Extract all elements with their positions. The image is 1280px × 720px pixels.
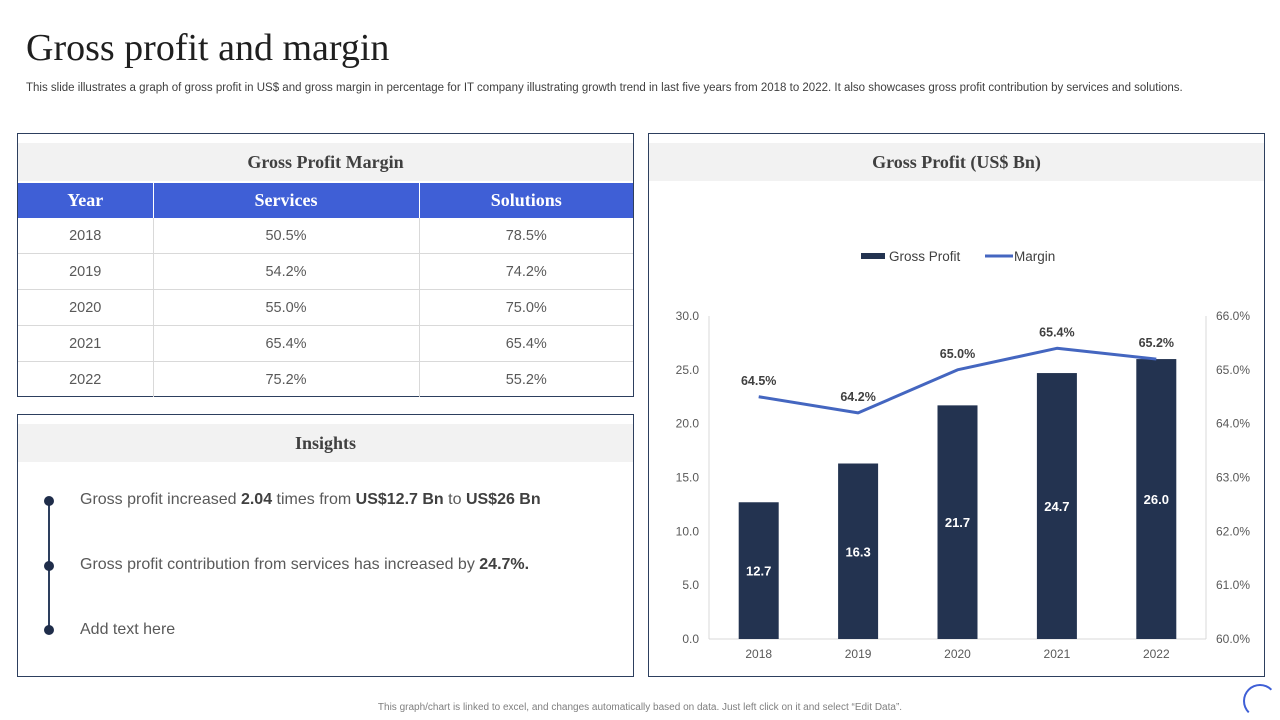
chart-plot-area: 0.0 5.0 10.0 15.0 20.0 25.0 30.0 60.0% 61.0% 62.0… — [676, 309, 1251, 661]
y-right-tick-label: 62.0% — [1216, 524, 1250, 538]
legend-label-margin: Margin — [1014, 249, 1055, 264]
bar-gross-profit — [1036, 373, 1077, 639]
cell-solutions: 78.5% — [419, 218, 633, 254]
insight-text: Gross profit increased — [80, 491, 241, 508]
line-data-label: 64.5% — [741, 374, 776, 388]
cell-services: 55.0% — [153, 289, 420, 326]
header-services: Services — [153, 183, 420, 218]
insight-text: Add text here — [80, 621, 176, 638]
gross-profit-chart: Gross Profit Margin 0.0 5.0 10.0 15.0 20.0 25… — [676, 249, 1251, 661]
table-row: 2021 65.4% 65.4% — [18, 325, 633, 362]
insights-panel-title: Insights — [18, 424, 633, 462]
margin-panel-title: Gross Profit Margin — [18, 143, 633, 181]
insight-highlight: US$12.7 Bn — [355, 491, 444, 508]
y-right-tick-label: 64.0% — [1216, 417, 1250, 431]
cell-services: 54.2% — [153, 253, 420, 290]
table-row: 2020 55.0% 75.0% — [18, 289, 633, 326]
gross-profit-chart-panel: Gross Profit (US$ Bn) Gross Profit Margi… — [648, 133, 1265, 677]
x-tick-label: 2018 — [745, 647, 772, 661]
insight-item: Add text here — [80, 621, 175, 639]
cell-services: 65.4% — [153, 325, 420, 362]
bar-gross-profit — [738, 502, 779, 639]
cell-year: 2019 — [18, 253, 154, 290]
page-title: Gross profit and margin — [26, 27, 390, 69]
timeline-dot — [44, 625, 54, 635]
bar-data-label: 12.7 — [746, 564, 771, 579]
cell-year: 2021 — [18, 325, 154, 362]
table-row: 2019 54.2% 74.2% — [18, 253, 633, 290]
y-left-tick-label: 5.0 — [682, 578, 699, 592]
cell-solutions: 74.2% — [419, 253, 633, 290]
bar-gross-profit — [1136, 359, 1177, 639]
insight-highlight: 24.7%. — [479, 556, 530, 573]
table-row: 2018 50.5% 78.5% — [18, 218, 633, 254]
insights-panel: Insights Gross profit increased 2.04 tim… — [17, 414, 634, 677]
y-left-tick-label: 15.0 — [676, 471, 700, 485]
timeline-dot — [44, 561, 54, 571]
margin-table-header-row: Year Services Solutions — [18, 183, 633, 218]
decorative-ring — [1243, 684, 1277, 718]
y-right-tick-label: 61.0% — [1216, 578, 1250, 592]
insight-item: Gross profit increased 2.04 times from U… — [80, 491, 541, 509]
line-data-label: 65.2% — [1139, 336, 1174, 350]
bar-gross-profit — [838, 463, 879, 639]
bar-gross-profit — [937, 405, 978, 639]
y-left-tick-label: 25.0 — [676, 363, 700, 377]
cell-solutions: 65.4% — [419, 325, 633, 362]
y-right-tick-label: 60.0% — [1216, 632, 1250, 646]
insight-highlight: US$26 Bn — [465, 491, 541, 508]
timeline-dot — [44, 496, 54, 506]
cell-solutions: 55.2% — [505, 371, 547, 388]
cell-year: 2020 — [18, 289, 154, 326]
chart-title: Gross Profit (US$ Bn) — [649, 143, 1264, 181]
y-right-tick-label: 66.0% — [1216, 309, 1250, 323]
line-margin — [758, 346, 1157, 415]
y-left-tick-label: 20.0 — [676, 417, 700, 431]
insight-item: Gross profit contribution from services … — [80, 556, 529, 574]
cell-services: 75.2% — [153, 361, 420, 397]
y-left-tick-label: 10.0 — [676, 524, 700, 538]
gross-profit-margin-panel: Gross Profit Margin Year Services Soluti… — [17, 133, 634, 397]
legend-swatch-gross-profit — [861, 253, 885, 259]
cell-year: 2018 — [18, 218, 154, 254]
cell-solutions: 75.0% — [419, 289, 633, 326]
insight-highlight: 2.04 — [240, 491, 273, 508]
bar-data-label: 26.0 — [1144, 492, 1169, 507]
bar-data-label: 24.7 — [1044, 499, 1069, 514]
x-tick-label: 2019 — [845, 647, 872, 661]
line-data-label: 64.2% — [840, 390, 875, 404]
insight-text: to — [443, 491, 466, 508]
x-tick-label: 2022 — [1143, 647, 1170, 661]
legend-label-gross-profit: Gross Profit — [889, 249, 961, 264]
insight-text: Gross profit contribution from services … — [80, 556, 480, 573]
y-right-tick-label: 65.0% — [1216, 363, 1250, 377]
header-year: Year — [18, 183, 154, 218]
bar-data-label: 16.3 — [845, 544, 870, 559]
line-data-label: 65.0% — [940, 347, 975, 361]
x-tick-label: 2020 — [944, 647, 971, 661]
bar-data-label: 21.7 — [945, 515, 970, 530]
x-tick-label: 2021 — [1044, 647, 1071, 661]
table-row: 2022 75.2% 55.2% — [18, 361, 633, 397]
line-data-label: 65.4% — [1039, 325, 1074, 339]
margin-table: Year Services Solutions 2018 50.5% 78.5%… — [18, 183, 633, 397]
page-subtitle: This slide illustrates a graph of gross … — [26, 82, 1183, 94]
y-left-tick-label: 0.0 — [682, 632, 699, 646]
header-solutions: Solutions — [419, 183, 633, 218]
y-left-tick-label: 30.0 — [676, 309, 700, 323]
y-right-tick-label: 63.0% — [1216, 471, 1250, 485]
cell-services: 50.5% — [153, 218, 420, 254]
cell-year: 2022 — [18, 361, 154, 397]
footer-note: This graph/chart is linked to excel, and… — [377, 702, 903, 713]
insight-text: times from — [272, 491, 356, 508]
